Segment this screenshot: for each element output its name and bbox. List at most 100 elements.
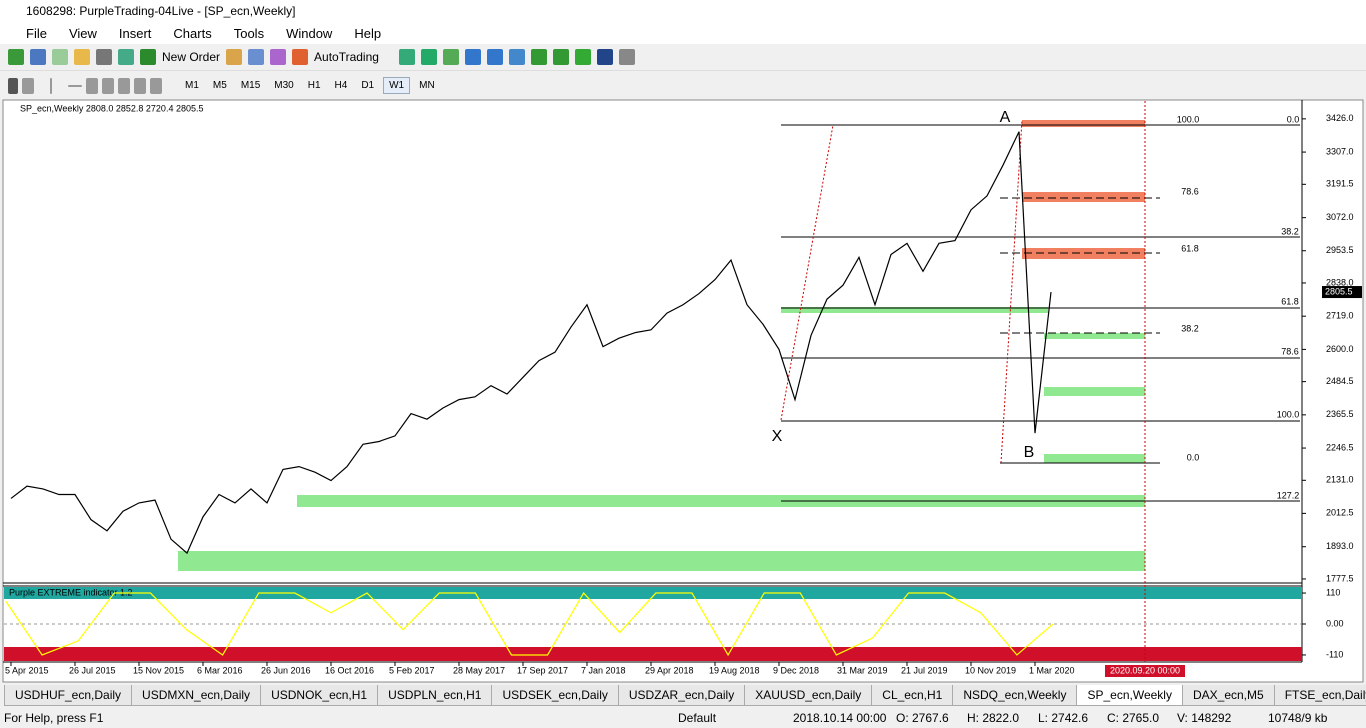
toolbar: New Order AutoTrading [0, 44, 1366, 71]
pattern-point: X [772, 428, 783, 445]
icon[interactable] [596, 49, 613, 65]
last-price-box [1322, 286, 1362, 299]
menu-item[interactable]: File [26, 25, 47, 41]
chart-tabs: USDHUF_ecn,Daily USDMXN_ecn,Daily USDNOK_e… [0, 684, 1366, 706]
chart-tab[interactable]: SP_ecn,Weekly [1076, 684, 1183, 706]
icon[interactable] [8, 77, 18, 94]
y-tick-label: 2484.5 [1326, 376, 1354, 386]
chart-tab[interactable]: NSDQ_ecn,Weekly [952, 684, 1078, 706]
y-tick-label: 2719.0 [1326, 311, 1354, 321]
zone [781, 307, 1048, 313]
x-tick-label: 9 Dec 2018 [773, 665, 819, 675]
menu-item[interactable]: View [68, 25, 97, 41]
icon[interactable] [30, 49, 46, 65]
fib-label: 100.0 [1277, 409, 1300, 419]
menu-item[interactable]: Tools [233, 25, 265, 41]
icon[interactable] [618, 49, 635, 65]
new-order-button[interactable]: New Order [162, 50, 221, 64]
fib-diagonal [780, 124, 834, 421]
chart-tab[interactable]: XAUUSD_ecn,Daily [744, 684, 873, 706]
icon[interactable] [134, 77, 146, 94]
y-tick-label: 2365.5 [1326, 409, 1354, 419]
timeframe-button[interactable]: M5 [212, 80, 227, 91]
icon[interactable] [150, 77, 162, 94]
x-tick-label: 1 Mar 2020 [1029, 665, 1075, 675]
chart-tab[interactable]: USDMXN_ecn,Daily [131, 684, 262, 706]
timeframe-button[interactable]: M15 [240, 80, 261, 91]
fib-label: 127.2 [1277, 490, 1300, 500]
icon[interactable] [96, 49, 112, 65]
icon[interactable] [420, 49, 437, 65]
x-tick-label: 28 May 2017 [453, 665, 505, 675]
zone [1044, 454, 1145, 463]
y-tick-label: 1893.0 [1326, 541, 1354, 551]
fib-label: 61.8 [1181, 243, 1199, 253]
icon[interactable] [464, 49, 481, 65]
timeframe-button[interactable]: D1 [361, 80, 375, 91]
zone [1022, 120, 1145, 127]
icon[interactable] [486, 49, 503, 65]
fib-label: 38.2 [1281, 226, 1299, 236]
window-title: 1608298: PurpleTrading-04Live - [SP_ecn,… [26, 4, 296, 18]
icon[interactable] [292, 49, 309, 65]
menu-item[interactable]: Window [286, 25, 333, 41]
icon[interactable] [52, 49, 68, 65]
zone [1022, 248, 1145, 259]
status-field: L: 2742.6 [1038, 710, 1089, 725]
icon[interactable] [398, 49, 415, 65]
y-tick-label: 2012.5 [1326, 508, 1354, 518]
icon[interactable] [86, 77, 98, 94]
chart-tab[interactable]: DAX_ecn,M5 [1181, 684, 1275, 706]
chart-tab[interactable]: USDNOK_ecn,H1 [260, 684, 379, 706]
icon[interactable] [508, 49, 525, 65]
chart-tab[interactable]: CL_ecn,H1 [871, 684, 954, 706]
fib-label: 78.6 [1281, 346, 1299, 356]
chart-tab[interactable]: USDZAR_ecn,Daily [617, 684, 746, 706]
pattern-point: A [1000, 109, 1011, 126]
zone [178, 551, 1145, 571]
icon[interactable] [50, 77, 52, 94]
menu-item[interactable]: Insert [118, 25, 152, 41]
x-tick-label: 17 Sep 2017 [517, 665, 568, 675]
icon[interactable] [8, 49, 24, 65]
icon[interactable] [574, 49, 591, 65]
icon[interactable] [530, 49, 547, 65]
toolbar: M1 M5 M15 M30 H1 H4 D1 W1 MN [0, 72, 1366, 99]
icon[interactable] [22, 77, 34, 94]
y-tick-label: -110 [1326, 649, 1343, 659]
icon[interactable] [68, 84, 82, 87]
timeframe-button[interactable]: W1 [383, 77, 411, 94]
timeframe-button[interactable]: MN [419, 80, 435, 91]
autotrading-button[interactable]: AutoTrading [314, 50, 379, 64]
menu-item[interactable]: Help [354, 25, 382, 41]
icon[interactable] [140, 49, 156, 65]
y-tick-label: 2600.0 [1326, 344, 1354, 354]
x-tick-label: 6 Mar 2016 [197, 665, 243, 675]
timeframe-button[interactable]: M30 [274, 80, 294, 91]
x-tick-label: 21 Jul 2019 [901, 665, 948, 675]
icon[interactable] [226, 49, 243, 65]
icon[interactable] [248, 49, 265, 65]
icon[interactable] [442, 49, 459, 65]
x-tick-label: 5 Feb 2017 [389, 665, 435, 675]
timeframe-button[interactable]: M1 [185, 80, 199, 91]
icon[interactable] [74, 49, 90, 65]
fib-label: 38.2 [1181, 323, 1199, 333]
status-field: Default [678, 710, 717, 725]
price-line [10, 131, 1052, 555]
chart-tab[interactable]: USDHUF_ecn,Daily [4, 684, 133, 706]
timeframe-button[interactable]: H4 [334, 80, 348, 91]
chart-tab[interactable]: USDSEK_ecn,Daily [491, 684, 619, 706]
icon[interactable] [102, 77, 114, 94]
icon[interactable] [552, 49, 569, 65]
x-tick-label: 19 Aug 2018 [709, 665, 760, 675]
chart-tab[interactable]: FTSE_ecn,Daily [1273, 684, 1366, 706]
icon[interactable] [270, 49, 287, 65]
chart-tab[interactable]: USDPLN_ecn,H1 [377, 684, 493, 706]
fib-diagonal [1000, 119, 1023, 464]
status-field: 10748/9 kb [1268, 710, 1328, 725]
icon[interactable] [118, 77, 130, 94]
icon[interactable] [118, 49, 134, 65]
timeframe-button[interactable]: H1 [307, 80, 321, 91]
menu-item[interactable]: Charts [173, 25, 212, 41]
